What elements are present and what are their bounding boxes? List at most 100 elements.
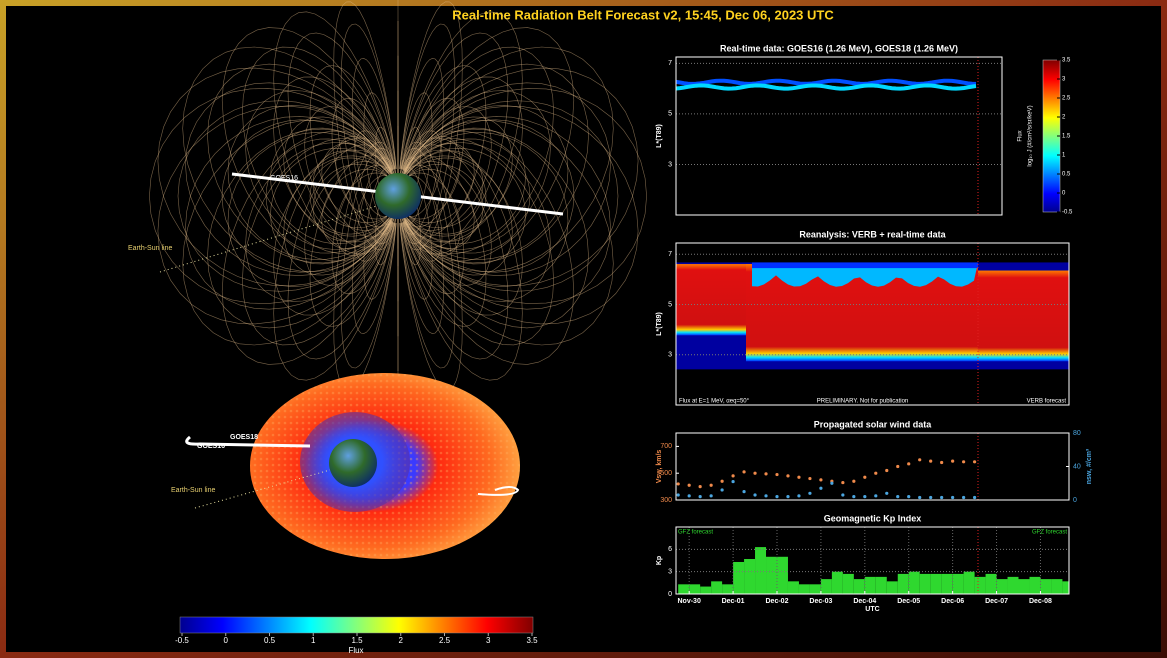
- bar: [766, 557, 777, 594]
- data-point: [940, 461, 943, 464]
- colorbar-tick-label: 2: [399, 636, 404, 645]
- x-tick-label: Dec-07: [985, 598, 1008, 605]
- flux-field: [978, 271, 1069, 362]
- colorbar-tick-label: 2.5: [1062, 96, 1071, 102]
- data-point: [841, 493, 844, 496]
- x-tick-label: Dec-02: [766, 598, 789, 605]
- data-point: [841, 481, 844, 484]
- sun-line-label: Earth-Sun line: [128, 245, 172, 252]
- bar: [898, 574, 909, 594]
- bar: [843, 574, 854, 594]
- data-point: [677, 493, 680, 496]
- data-point: [907, 495, 910, 498]
- bar: [733, 562, 744, 594]
- bar: [1051, 579, 1062, 594]
- data-point: [797, 494, 800, 497]
- y-tick-label: 5: [668, 301, 672, 308]
- data-point: [896, 465, 899, 468]
- y-tick-label: 700: [660, 443, 672, 450]
- bar: [711, 581, 722, 594]
- bar: [788, 581, 799, 594]
- bar: [799, 584, 810, 594]
- colorbar-tick-label: 3.5: [1062, 58, 1071, 64]
- satellite-label: GOES16: [270, 175, 298, 182]
- y-axis-label: Kp: [656, 556, 663, 565]
- bar: [1040, 579, 1051, 594]
- colorbar-tick-label: -0.5: [1062, 210, 1073, 216]
- y-tick-label: 3: [668, 352, 672, 359]
- x-tick-label: Dec-01: [722, 598, 745, 605]
- colorbar-tick-label: 3.5: [526, 636, 538, 645]
- x-tick-label: Dec-06: [941, 598, 964, 605]
- y-axis-label: L*(T89): [656, 312, 663, 336]
- x-tick-label: Nov-30: [678, 598, 701, 605]
- colorbar-tick-label: 1.5: [351, 636, 363, 645]
- data-point: [819, 487, 822, 490]
- data-point: [830, 482, 833, 485]
- data-point: [918, 496, 921, 499]
- annotation: Flux at E=1 MeV, αeq=50°: [679, 399, 750, 405]
- bar: [887, 581, 898, 594]
- data-point: [753, 493, 756, 496]
- chart-title: Propagated solar wind data: [814, 419, 933, 429]
- data-point: [874, 494, 877, 497]
- y-axis-label: L*(T89): [656, 124, 663, 148]
- data-point: [808, 477, 811, 480]
- bar: [821, 579, 832, 594]
- data-point: [852, 495, 855, 498]
- data-point: [764, 472, 767, 475]
- bar: [920, 574, 931, 594]
- data-point: [731, 480, 734, 483]
- data-point: [688, 494, 691, 497]
- satellite-label: GOES18: [230, 434, 258, 441]
- data-point: [973, 496, 976, 499]
- bar: [722, 584, 733, 594]
- annotation: GFZ forecast: [1032, 530, 1067, 536]
- y-tick-label: 3: [668, 161, 672, 168]
- flux-edge: [752, 262, 978, 268]
- data-point: [940, 496, 943, 499]
- data-point: [885, 469, 888, 472]
- data-point: [753, 472, 756, 475]
- bar: [689, 584, 700, 594]
- colorbar-label: Flux: [348, 646, 363, 655]
- data-point: [786, 495, 789, 498]
- bar: [744, 559, 755, 594]
- x-tick-label: Dec-08: [1029, 598, 1052, 605]
- satellite-label: GOES16: [197, 443, 225, 450]
- bar: [1029, 577, 1040, 594]
- y2-tick-label: 0: [1073, 497, 1077, 504]
- bar: [810, 584, 821, 594]
- colorbar-tick-label: 0: [224, 636, 229, 645]
- earth: [329, 439, 377, 487]
- page-title: Real-time Radiation Belt Forecast v2, 15…: [452, 7, 834, 22]
- data-point: [721, 488, 724, 491]
- data-point: [797, 476, 800, 479]
- chart-title: Real-time data: GOES16 (1.26 MeV), GOES1…: [720, 43, 958, 53]
- bar: [931, 574, 942, 594]
- x-axis-label: UTC: [865, 606, 879, 613]
- colorbar-tick-label: 1: [311, 636, 316, 645]
- bar: [832, 572, 843, 594]
- data-point: [863, 495, 866, 498]
- y-axis-label: Vsw, km/s: [656, 450, 663, 484]
- bar: [909, 572, 920, 594]
- bar: [975, 577, 986, 594]
- bar: [964, 572, 975, 594]
- data-point: [775, 495, 778, 498]
- data-point: [742, 470, 745, 473]
- annotation: VERB forecast: [1027, 399, 1067, 405]
- y-tick-label: 7: [668, 251, 672, 258]
- data-point: [951, 460, 954, 463]
- data-point: [808, 492, 811, 495]
- data-point: [786, 474, 789, 477]
- x-tick-label: Dec-05: [897, 598, 920, 605]
- data-point: [863, 476, 866, 479]
- data-point: [896, 495, 899, 498]
- chart-title: Reanalysis: VERB + real-time data: [799, 229, 946, 239]
- bar: [986, 574, 997, 594]
- colorbar-tick-label: 0.5: [1062, 172, 1071, 178]
- data-point: [852, 480, 855, 483]
- bar: [876, 577, 887, 594]
- data-point: [710, 494, 713, 497]
